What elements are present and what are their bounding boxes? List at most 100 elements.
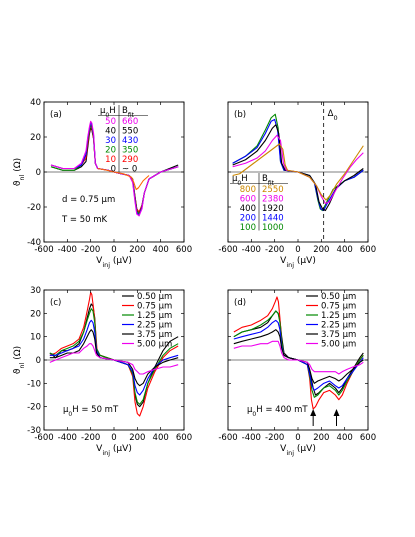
series-line-5 — [233, 340, 364, 375]
x-axis-label: Vinj (μV) — [280, 256, 316, 269]
y-tick-label: 10 — [30, 333, 41, 343]
series-group — [232, 113, 364, 212]
y-tick-label: -10 — [27, 379, 41, 389]
legend-b-value: 350 — [122, 146, 138, 156]
x-axis-label: Vinj (μV) — [96, 444, 132, 457]
legend-b-value: 660 — [122, 117, 138, 127]
x-tick-label: 400 — [153, 245, 169, 255]
annotation-thickness: d = 0.75 μm — [62, 195, 115, 205]
x-tick-label: -400 — [58, 433, 77, 443]
legend-label: 2.25 μm — [321, 321, 356, 331]
x-tick-label: 400 — [337, 433, 353, 443]
annotation-temperature: T = 50 mK — [61, 215, 108, 225]
x-tick-label: 400 — [153, 433, 169, 443]
x-tick-label: -400 — [58, 245, 77, 255]
x-tick-label: -600 — [218, 245, 237, 255]
legend-h-value: 10 — [105, 155, 116, 165]
arrow-head — [333, 409, 340, 416]
x-tick-label: 0 — [111, 245, 116, 255]
x-tick-label: 200 — [313, 245, 329, 255]
panel-label: (d) — [234, 298, 246, 308]
annotation-field: μ0H = 400 mT — [247, 405, 308, 418]
x-tick-label: 600 — [176, 433, 192, 443]
x-tick-label: 600 — [360, 245, 376, 255]
x-tick-label: -600 — [34, 245, 53, 255]
legend-title-h: μ0H — [100, 106, 116, 119]
panel-d: -600 -400 -200 0 200 400 600 Vinj (μV) (d) 0.50 μ… — [218, 289, 376, 457]
legend-title-b: Bfit — [262, 174, 275, 187]
panel-label: (b) — [234, 110, 246, 120]
legend-label: 1.25 μm — [137, 311, 172, 321]
x-tick-label: -400 — [242, 433, 261, 443]
legend-label: 5.00 μm — [321, 340, 356, 350]
x-axis-label: Vinj (μV) — [280, 444, 316, 457]
y-tick-label: 20 — [30, 133, 41, 143]
legend-label: 0.50 μm — [137, 292, 172, 302]
x-axis-label: Vinj (μV) — [96, 256, 132, 269]
x-tick-label: 200 — [313, 433, 329, 443]
y-tick-label: -20 — [27, 403, 41, 413]
x-tick-label: 600 — [360, 433, 376, 443]
y-tick-label: 20 — [30, 309, 41, 319]
legend-b-value: 2550 — [262, 185, 284, 195]
x-tick-label: -600 — [34, 433, 53, 443]
legend-b-value: ~ 0 — [122, 165, 137, 175]
legend-h-value: 30 — [105, 136, 116, 146]
legend-label: 3.75 μm — [321, 330, 356, 340]
panel-label: (c) — [50, 298, 61, 308]
arrow-head — [310, 409, 317, 416]
y-axis-label: ϑnl (Ω) — [13, 158, 26, 186]
x-tick-label: 600 — [176, 245, 192, 255]
series-line-4 — [232, 143, 364, 201]
y-tick-label: 40 — [30, 98, 41, 108]
legend-h-value: 800 — [240, 185, 256, 195]
legend-label: 3.75 μm — [137, 330, 172, 340]
delta-label: Δ0 — [328, 109, 338, 122]
annotation-field: μ0H = 50 mT — [63, 405, 119, 418]
x-tick-label: 200 — [129, 245, 145, 255]
legend-h-value: 400 — [240, 204, 256, 214]
legend-label: 0.75 μm — [321, 302, 356, 312]
legend-b-value: 430 — [122, 136, 138, 146]
panel-label: (a) — [50, 110, 62, 120]
legend-title-h: μ0H — [232, 174, 248, 187]
x-tick-label: 200 — [129, 433, 145, 443]
legend-b-value: 2380 — [262, 195, 284, 205]
y-tick-label: 30 — [30, 286, 41, 296]
x-tick-label: 400 — [337, 245, 353, 255]
y-tick-label: -20 — [27, 203, 41, 213]
series-line-5 — [49, 343, 179, 375]
series-line-3 — [233, 319, 364, 391]
legend-b-value: 1920 — [262, 204, 284, 214]
y-tick-label: 0 — [36, 356, 41, 366]
series-group — [233, 296, 364, 410]
series-group — [49, 291, 179, 417]
series-line-2 — [49, 308, 179, 405]
x-tick-label: -200 — [265, 245, 284, 255]
x-tick-label: -600 — [218, 433, 237, 443]
y-axis-label: ϑnl (Ω) — [13, 346, 26, 374]
legend-h-value: 20 — [105, 146, 116, 156]
x-tick-label: -200 — [265, 433, 284, 443]
y-tick-label: -30 — [27, 426, 41, 436]
series-line-5 — [97, 167, 150, 191]
legend-h-value: 0 — [111, 165, 116, 175]
legend-label: 5.00 μm — [137, 340, 172, 350]
x-tick-label: -400 — [242, 245, 261, 255]
legend-label: 0.50 μm — [321, 292, 356, 302]
panel-c: -600 -400 -200 0 200 400 600 -30 -20 -10 0 10 20 30 Vi… — [13, 286, 192, 457]
x-tick-label: -200 — [81, 433, 100, 443]
legend-h-value: 40 — [105, 127, 116, 137]
legend-b-value: 1440 — [262, 214, 284, 224]
legend-b-value: 290 — [122, 155, 138, 165]
x-tick-label: 0 — [295, 433, 300, 443]
legend-h-value: 200 — [240, 214, 256, 224]
legend-title-b: Bfit — [122, 106, 135, 119]
y-tick-label: 0 — [36, 168, 41, 178]
legend-h-value: 50 — [105, 117, 116, 127]
y-tick-label: -40 — [27, 238, 41, 248]
legend-label: 2.25 μm — [137, 321, 172, 331]
legend-h-value: 100 — [240, 223, 256, 233]
